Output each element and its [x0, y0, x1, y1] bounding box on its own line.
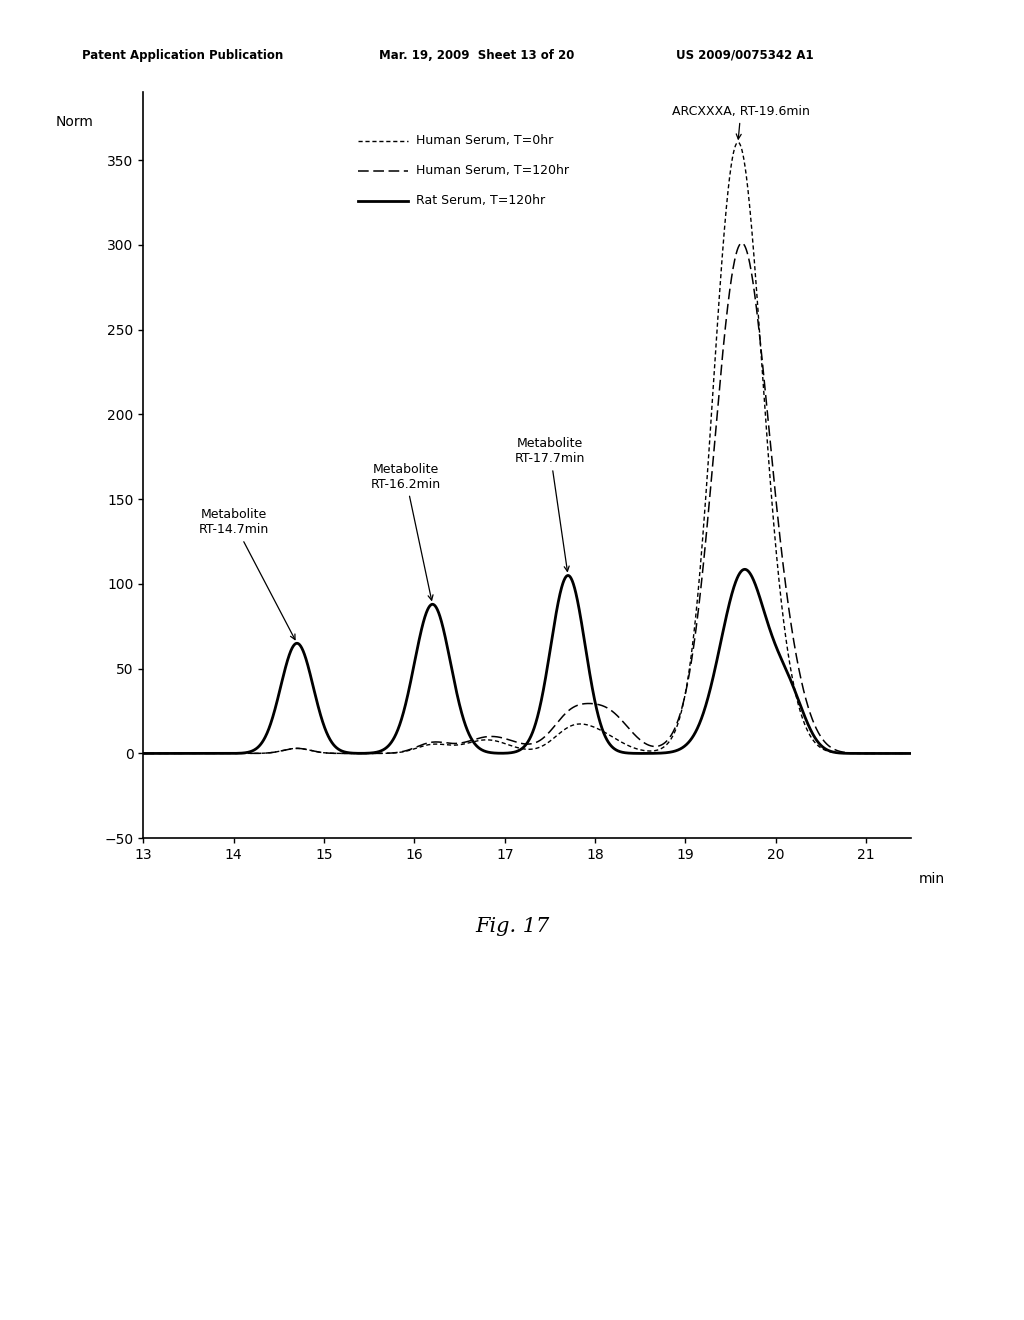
Text: Metabolite
RT-14.7min: Metabolite RT-14.7min [199, 508, 295, 640]
Text: US 2009/0075342 A1: US 2009/0075342 A1 [676, 49, 813, 62]
Text: Rat Serum, T=120hr: Rat Serum, T=120hr [416, 194, 545, 207]
Text: Human Serum, T=120hr: Human Serum, T=120hr [416, 164, 569, 177]
Text: Human Serum, T=0hr: Human Serum, T=0hr [416, 135, 553, 148]
Text: Patent Application Publication: Patent Application Publication [82, 49, 284, 62]
Text: Norm: Norm [55, 115, 93, 129]
Text: ARCXXXA, RT-19.6min: ARCXXXA, RT-19.6min [672, 104, 810, 139]
Text: Metabolite
RT-16.2min: Metabolite RT-16.2min [371, 463, 440, 601]
Text: Metabolite
RT-17.7min: Metabolite RT-17.7min [515, 437, 585, 572]
Text: Mar. 19, 2009  Sheet 13 of 20: Mar. 19, 2009 Sheet 13 of 20 [379, 49, 574, 62]
Text: min: min [920, 871, 945, 886]
Text: Fig. 17: Fig. 17 [475, 917, 549, 936]
